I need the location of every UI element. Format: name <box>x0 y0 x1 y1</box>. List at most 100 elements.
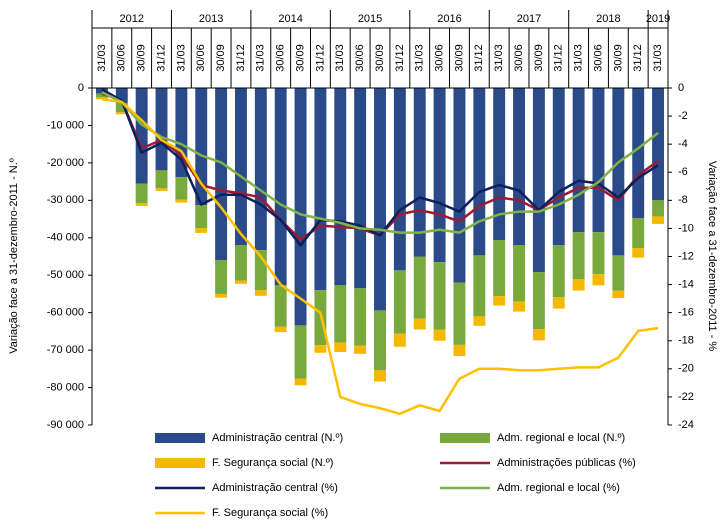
bar <box>155 170 168 189</box>
year-label: 2019 <box>646 13 670 25</box>
bar <box>532 88 545 273</box>
bar <box>532 329 545 341</box>
bar <box>493 240 506 297</box>
x-tick-label: 30/09 <box>215 44 227 72</box>
bar <box>274 88 287 286</box>
bar <box>473 255 486 317</box>
bar <box>354 88 367 289</box>
x-tick-label: 30/09 <box>374 44 386 72</box>
y-tick-label: -20 000 <box>47 157 84 169</box>
bar <box>572 88 585 233</box>
legend-label: Administrações públicas (%) <box>497 457 636 469</box>
x-tick-label: 31/12 <box>394 44 406 72</box>
x-tick-label: 31/12 <box>632 44 644 72</box>
y2-tick-label: -10 <box>678 222 694 234</box>
y2-tick-label: -24 <box>678 419 694 431</box>
x-tick-label: 31/12 <box>473 44 485 72</box>
bar <box>254 250 267 291</box>
bar <box>652 88 665 201</box>
bar <box>95 93 108 98</box>
legend-label: Administração central (%) <box>212 482 338 494</box>
year-label: 2013 <box>199 13 223 25</box>
bar <box>612 88 625 256</box>
x-tick-label: 31/03 <box>255 44 267 72</box>
x-tick-label: 30/06 <box>195 44 207 72</box>
y-tick-label: -10 000 <box>47 119 84 131</box>
bar <box>393 270 406 334</box>
x-tick-label: 30/06 <box>592 44 604 72</box>
bar <box>433 262 446 330</box>
bar <box>334 285 347 343</box>
bar <box>254 290 267 296</box>
y2-tick-label: -12 <box>678 250 694 262</box>
year-label: 2015 <box>358 13 382 25</box>
bar <box>215 88 228 261</box>
bar <box>374 370 386 382</box>
bar <box>274 326 287 333</box>
bar <box>513 88 525 246</box>
line-series <box>101 91 659 234</box>
bar <box>115 112 128 115</box>
bar <box>413 256 426 319</box>
bar <box>592 88 605 233</box>
bar <box>433 88 446 263</box>
bar <box>453 344 466 357</box>
x-tick-label: 31/12 <box>155 44 167 72</box>
bar <box>175 199 188 203</box>
bar <box>552 297 565 309</box>
x-tick-label: 30/09 <box>612 44 624 72</box>
bar <box>513 301 525 312</box>
bar <box>354 288 367 346</box>
line-series <box>101 88 659 247</box>
bar <box>433 329 446 341</box>
bar <box>135 88 148 184</box>
x-tick-label: 30/06 <box>433 44 445 72</box>
bar <box>274 285 287 327</box>
y-tick-label: 0 <box>78 82 84 94</box>
bar <box>195 228 208 233</box>
bar <box>493 296 506 306</box>
legend-swatch <box>155 433 205 443</box>
bar <box>413 318 426 330</box>
legend-label: F. Segurança social (%) <box>212 507 328 519</box>
bar <box>334 88 347 286</box>
bar <box>155 188 168 191</box>
y2-tick-label: -6 <box>678 166 688 178</box>
bar <box>393 88 406 271</box>
x-tick-label: 31/03 <box>96 44 108 72</box>
bar <box>632 248 645 258</box>
bar <box>334 342 347 352</box>
legend-label: Adm. regional e local (N.º) <box>497 432 625 444</box>
x-tick-label: 30/06 <box>275 44 287 72</box>
bar <box>294 88 307 326</box>
y-axis-title: Variação face a 31-dezembro-2011 - N.º <box>8 158 20 354</box>
bar <box>354 345 367 354</box>
bar <box>532 272 545 330</box>
y2-tick-label: -8 <box>678 194 688 206</box>
legend-label: Adm. regional e local (%) <box>497 482 620 494</box>
bar <box>453 88 466 283</box>
y-tick-label: -70 000 <box>47 344 84 356</box>
bar <box>632 218 645 249</box>
x-tick-label: 30/06 <box>513 44 525 72</box>
x-tick-label: 31/03 <box>414 44 426 72</box>
legend-label: F. Segurança social (N.º) <box>212 457 333 469</box>
bar <box>473 88 486 256</box>
y-tick-label: -60 000 <box>47 307 84 319</box>
bar <box>612 255 625 291</box>
bar <box>135 202 148 206</box>
legend-swatch <box>440 433 490 443</box>
bar <box>632 88 645 219</box>
bar <box>572 279 585 291</box>
y2-tick-label: -16 <box>678 307 694 319</box>
y2-tick-label: -22 <box>678 391 694 403</box>
x-tick-label: 31/03 <box>573 44 585 72</box>
y2-tick-label: -18 <box>678 335 694 347</box>
bar <box>552 88 565 246</box>
bar <box>592 274 605 286</box>
x-tick-label: 30/09 <box>533 44 545 72</box>
line-series <box>101 97 659 416</box>
year-label: 2014 <box>278 13 302 25</box>
y-tick-label: -80 000 <box>47 381 84 393</box>
